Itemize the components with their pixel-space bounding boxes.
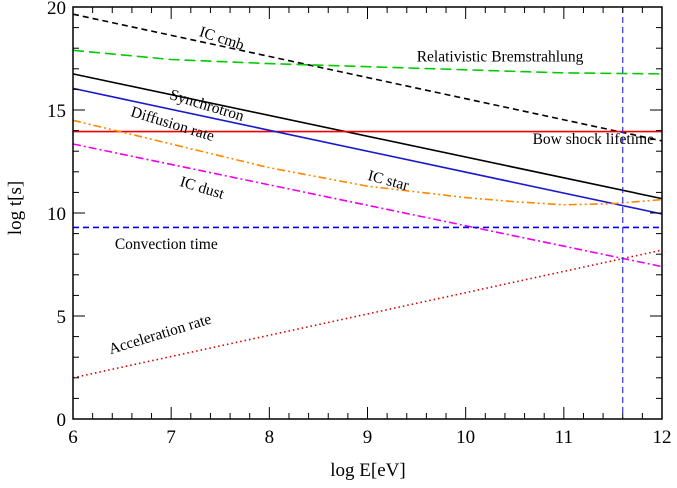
x-tick-label: 12	[653, 427, 672, 448]
series-synchrotron-line	[72, 73, 663, 200]
x-tick-label: 7	[166, 427, 176, 448]
x-tick-label: 9	[363, 427, 373, 448]
y-tick-label: 15	[47, 101, 66, 122]
x-tick-label: 8	[265, 427, 275, 448]
label-ic-dust: IC dust	[178, 173, 227, 203]
label-bow-shock-lifetime: Bow shock lifetime	[533, 131, 655, 148]
plot-frame	[72, 6, 663, 420]
y-tick-label: 10	[47, 204, 66, 225]
y-tick-label: 0	[57, 410, 67, 431]
series-ic-cmb-line	[72, 13, 663, 142]
y-tick-label: 5	[57, 307, 67, 328]
series-ic-star-line	[72, 119, 663, 206]
x-tick-label: 6	[68, 427, 78, 448]
series-diffusion-rate-line	[72, 87, 663, 215]
label-ic-star: IC star	[366, 167, 412, 194]
label-relativistic-bremstrahlung: Relativistic Bremstrahlung	[417, 49, 584, 66]
series-relativistic-bremstrahlung-line	[72, 49, 663, 75]
curves-layer	[72, 13, 663, 379]
y-axis-label: log t[s]	[5, 181, 26, 235]
label-ic-cmb: IC cmb	[197, 24, 246, 54]
ticks-layer: 6 7 8 9 10 11 12 0 5 10 15 20	[47, 0, 672, 448]
x-tick-label: 11	[555, 427, 573, 448]
series-ic-dust-line	[72, 143, 663, 268]
series-acceleration-rate-line	[72, 249, 663, 379]
label-convection-time: Convection time	[115, 236, 218, 253]
x-tick-label: 10	[456, 427, 475, 448]
y-tick-label: 20	[47, 0, 66, 19]
x-axis-label: log E[eV]	[330, 460, 405, 481]
